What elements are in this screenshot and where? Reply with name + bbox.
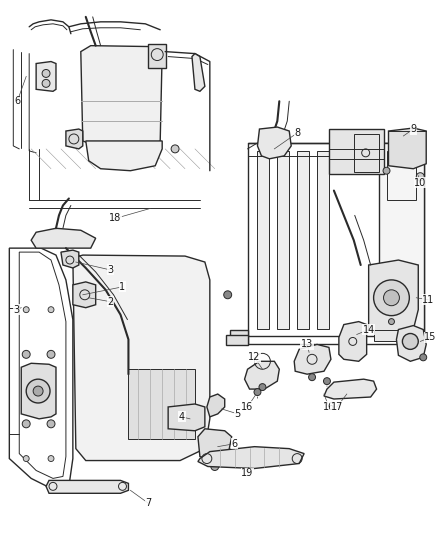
Polygon shape — [207, 394, 225, 417]
Text: 5: 5 — [234, 409, 241, 419]
Polygon shape — [324, 379, 377, 399]
Polygon shape — [61, 250, 79, 268]
Text: 1: 1 — [120, 282, 126, 292]
Polygon shape — [73, 282, 95, 308]
Bar — [329, 129, 384, 174]
Text: 7: 7 — [145, 498, 152, 508]
Circle shape — [374, 280, 410, 316]
Polygon shape — [294, 344, 331, 374]
Bar — [374, 329, 413, 342]
Polygon shape — [46, 480, 128, 494]
Circle shape — [384, 290, 399, 306]
Text: 15: 15 — [424, 333, 436, 343]
Circle shape — [48, 456, 54, 462]
Polygon shape — [396, 326, 426, 361]
Polygon shape — [198, 429, 232, 461]
Text: 13: 13 — [301, 340, 313, 350]
Circle shape — [416, 173, 424, 181]
Text: 12: 12 — [248, 352, 261, 362]
Polygon shape — [36, 61, 56, 91]
Text: 14: 14 — [363, 325, 375, 335]
Circle shape — [389, 335, 395, 341]
Circle shape — [420, 354, 427, 361]
Bar — [297, 151, 309, 328]
Circle shape — [47, 350, 55, 358]
Text: 16: 16 — [241, 402, 254, 412]
Polygon shape — [258, 127, 291, 159]
Circle shape — [403, 334, 418, 349]
Text: 10: 10 — [414, 177, 426, 188]
Text: 17: 17 — [331, 402, 343, 412]
Circle shape — [42, 69, 50, 77]
Text: 3: 3 — [13, 305, 19, 314]
Polygon shape — [244, 361, 279, 389]
Circle shape — [254, 389, 261, 395]
Text: 16: 16 — [323, 402, 335, 412]
Polygon shape — [86, 141, 162, 171]
Circle shape — [389, 319, 395, 325]
Polygon shape — [339, 321, 367, 361]
Text: 19: 19 — [241, 469, 254, 479]
Polygon shape — [21, 364, 56, 419]
Circle shape — [48, 306, 54, 313]
Polygon shape — [128, 369, 195, 439]
Circle shape — [383, 167, 390, 174]
Bar — [317, 151, 329, 328]
Polygon shape — [192, 54, 205, 91]
Text: 2: 2 — [107, 297, 114, 306]
Text: 18: 18 — [110, 213, 122, 223]
Polygon shape — [31, 228, 95, 248]
Polygon shape — [73, 255, 210, 461]
Circle shape — [47, 420, 55, 428]
Circle shape — [23, 456, 29, 462]
Circle shape — [259, 384, 266, 391]
Circle shape — [33, 386, 43, 396]
Text: 4: 4 — [179, 412, 185, 422]
Bar — [247, 143, 424, 336]
Text: 6: 6 — [232, 439, 238, 449]
Bar — [258, 151, 269, 328]
Polygon shape — [369, 260, 418, 335]
Circle shape — [224, 291, 232, 299]
Polygon shape — [66, 129, 83, 149]
Bar — [354, 134, 378, 172]
Bar — [277, 151, 289, 328]
Polygon shape — [81, 46, 162, 146]
Text: 6: 6 — [14, 96, 20, 106]
Circle shape — [23, 306, 29, 313]
Circle shape — [211, 463, 219, 471]
Text: 3: 3 — [107, 265, 113, 275]
Circle shape — [171, 145, 179, 153]
Bar — [386, 151, 416, 200]
Bar — [378, 143, 424, 336]
Circle shape — [22, 350, 30, 358]
Circle shape — [22, 420, 30, 428]
Circle shape — [309, 374, 315, 381]
Circle shape — [42, 79, 50, 87]
Polygon shape — [168, 404, 205, 431]
Bar — [226, 335, 247, 345]
Text: 9: 9 — [410, 124, 417, 134]
Bar — [148, 44, 166, 68]
Circle shape — [324, 378, 330, 385]
Text: 8: 8 — [294, 128, 300, 138]
Polygon shape — [389, 128, 426, 169]
Bar — [230, 329, 247, 344]
Circle shape — [26, 379, 50, 403]
Polygon shape — [198, 447, 304, 469]
Text: 11: 11 — [422, 295, 434, 305]
